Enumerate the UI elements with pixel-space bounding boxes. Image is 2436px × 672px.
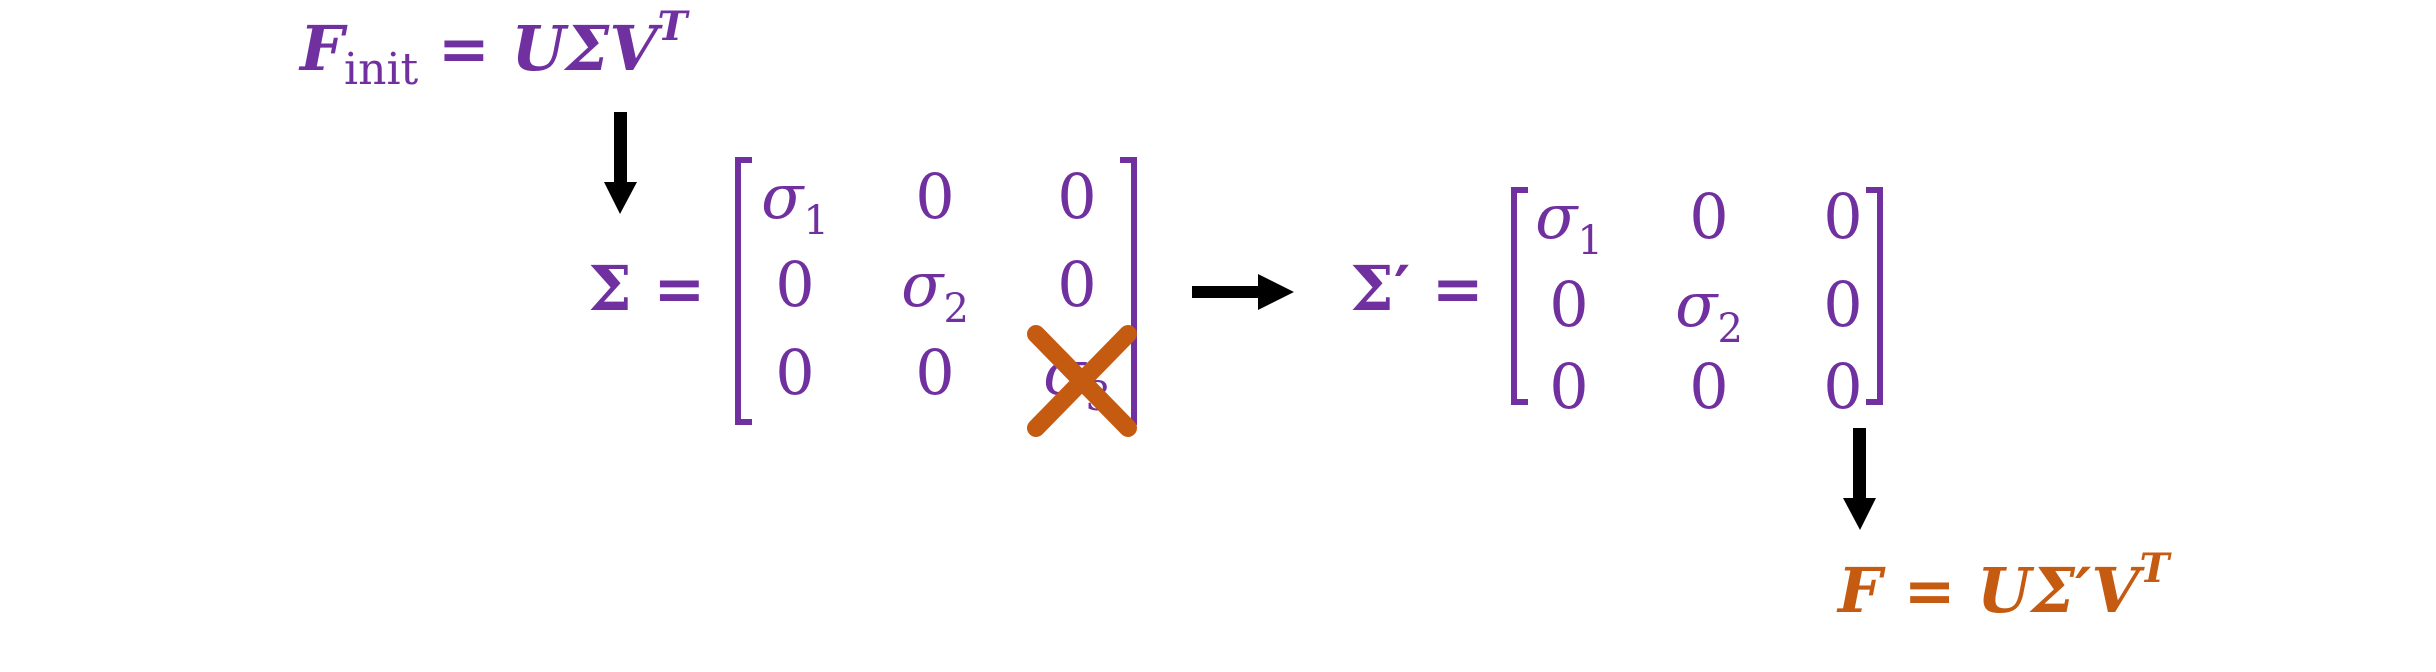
down-arrow-icon: [604, 112, 637, 214]
matrix-cell: 0: [890, 342, 980, 404]
init-transpose: T: [657, 3, 688, 50]
matrix-entry: 0: [775, 248, 815, 321]
x-mark-icon: [1027, 325, 1137, 437]
matrix-entry: σ: [761, 160, 804, 233]
final-transpose: T: [2139, 545, 2170, 592]
sigma-right-bracket: [1120, 157, 1137, 425]
matrix-cell: σ2: [1664, 274, 1754, 350]
matrix-entry: 0: [1689, 180, 1729, 253]
matrix-cell: 0: [1798, 186, 1888, 248]
matrix-entry-index: 2: [943, 286, 969, 332]
matrix-cell: 0: [1524, 274, 1614, 336]
matrix-entry-index: 1: [803, 198, 829, 244]
matrix-cell: σ1: [1524, 186, 1614, 262]
matrix-entry: σ: [901, 248, 944, 321]
matrix-cell: 0: [890, 166, 980, 228]
matrix-entry: 0: [1689, 350, 1729, 423]
matrix-entry: 0: [1823, 180, 1863, 253]
sigma-prime-left-bracket: [1511, 187, 1528, 405]
matrix-entry-index: 2: [1717, 306, 1743, 352]
init-rhs: = UΣV: [437, 12, 658, 85]
matrix-cell: 0: [1664, 186, 1754, 248]
sigma-prime-matrix-brackets: [1511, 187, 1883, 405]
matrix-cell: 0: [1524, 356, 1614, 418]
init-equation: Finit = UΣVT: [300, 7, 687, 92]
matrix-entry: 0: [1057, 160, 1097, 233]
matrix-cell: 0: [1664, 356, 1754, 418]
matrix-entry: 0: [775, 336, 815, 409]
right-arrow-icon: [1192, 274, 1294, 310]
matrix-entry: 0: [1823, 350, 1863, 423]
matrix-entry: σ: [1675, 268, 1718, 341]
matrix-cell: 0: [1798, 356, 1888, 418]
sigma-prime-right-bracket: [1866, 187, 1883, 405]
init-F-symbol: F: [300, 12, 345, 85]
matrix-entry: 0: [1823, 268, 1863, 341]
matrix-entry: σ: [1535, 180, 1578, 253]
matrix-entry: 0: [1549, 268, 1589, 341]
final-equation: F = UΣ′VT: [1838, 545, 2170, 627]
sigma-left-bracket: [735, 157, 752, 425]
matrix-cell: 0: [1798, 274, 1888, 336]
matrix-cell: 0: [1032, 254, 1122, 316]
matrix-cell: 0: [750, 342, 840, 404]
matrix-cell: σ1: [750, 166, 840, 242]
matrix-cell: 0: [750, 254, 840, 316]
sigma-label: Σ =: [588, 252, 706, 325]
matrix-entry-index: 1: [1577, 218, 1603, 264]
matrix-entry: 0: [1057, 248, 1097, 321]
matrix-entry: 0: [915, 336, 955, 409]
down-arrow-icon: [1843, 428, 1876, 530]
sigma-prime-label: Σ′ =: [1350, 252, 1484, 325]
matrix-cell: 0: [1032, 166, 1122, 228]
matrix-entry: 0: [1549, 350, 1589, 423]
matrix-cell: σ2: [890, 254, 980, 330]
matrix-entry: 0: [915, 160, 955, 233]
init-subscript: init: [344, 44, 419, 95]
